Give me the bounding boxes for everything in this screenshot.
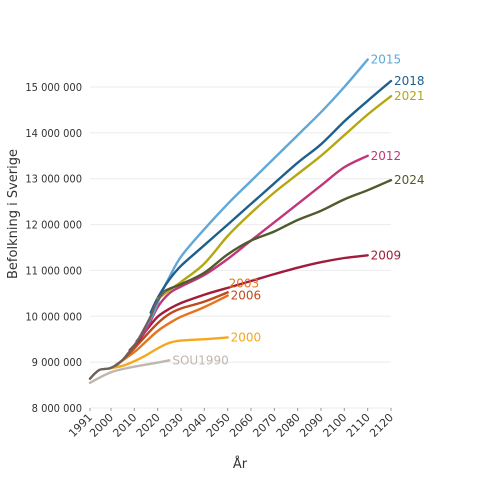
y-tick-label: 15 000 000 xyxy=(25,81,82,94)
series-line-2024 xyxy=(163,178,393,293)
x-axis: 1991200020102020203020402050206020702080… xyxy=(66,408,396,440)
series-label-2003: 2003 xyxy=(229,277,260,291)
series-label-2006: 2006 xyxy=(231,288,262,302)
y-tick-label: 9 000 000 xyxy=(32,356,82,369)
x-tick-label: 2100 xyxy=(320,411,349,440)
x-tick-label: 2040 xyxy=(180,411,209,440)
series-line-observed xyxy=(88,289,166,380)
x-tick-label: 2120 xyxy=(367,411,396,440)
x-tick-label: 2110 xyxy=(344,411,373,440)
y-tick-label: 8 000 000 xyxy=(32,402,82,415)
y-tick-label: 10 000 000 xyxy=(25,310,82,323)
x-tick-label: 2060 xyxy=(227,411,256,440)
series-lines xyxy=(88,58,393,384)
x-tick-label: 2000 xyxy=(87,411,116,440)
y-tick-label: 13 000 000 xyxy=(25,173,82,186)
y-tick-label: 14 000 000 xyxy=(25,127,82,140)
series-line-sou1990 xyxy=(88,359,171,384)
x-tick-label: 2080 xyxy=(274,411,303,440)
x-tick-label: 2030 xyxy=(157,411,186,440)
series-label-2009: 2009 xyxy=(371,248,402,262)
series-label-2000: 2000 xyxy=(231,330,262,344)
y-axis: 8 000 000 9 000 000 10 000 000 11 000 000 12… xyxy=(25,81,82,415)
x-tick-label: 2020 xyxy=(134,411,163,440)
series-label-2015: 2015 xyxy=(371,52,402,66)
x-tick-label: 2010 xyxy=(110,411,139,440)
series-line-2006 xyxy=(121,291,229,362)
x-axis-title: År xyxy=(233,456,248,472)
x-tick-label: 2070 xyxy=(250,411,279,440)
series-line-2000 xyxy=(107,336,229,370)
x-tick-label: 2050 xyxy=(204,411,233,440)
series-label-sou1990: SOU1990 xyxy=(172,353,228,367)
series-label-2024: 2024 xyxy=(394,173,425,187)
series-line-2018 xyxy=(149,79,393,314)
y-tick-label: 11 000 000 xyxy=(25,264,82,277)
series-label-2012: 2012 xyxy=(371,149,402,163)
series-line-2003 xyxy=(114,294,229,367)
y-tick-label: 12 000 000 xyxy=(25,219,82,232)
y-axis-title: Befolkning i Sverige xyxy=(6,149,21,279)
series-label-2018: 2018 xyxy=(394,74,425,88)
series-line-2021 xyxy=(156,95,393,301)
series-label-2021: 2021 xyxy=(394,89,425,103)
series-line-2012 xyxy=(135,154,369,343)
x-tick-label: 2090 xyxy=(297,411,326,440)
